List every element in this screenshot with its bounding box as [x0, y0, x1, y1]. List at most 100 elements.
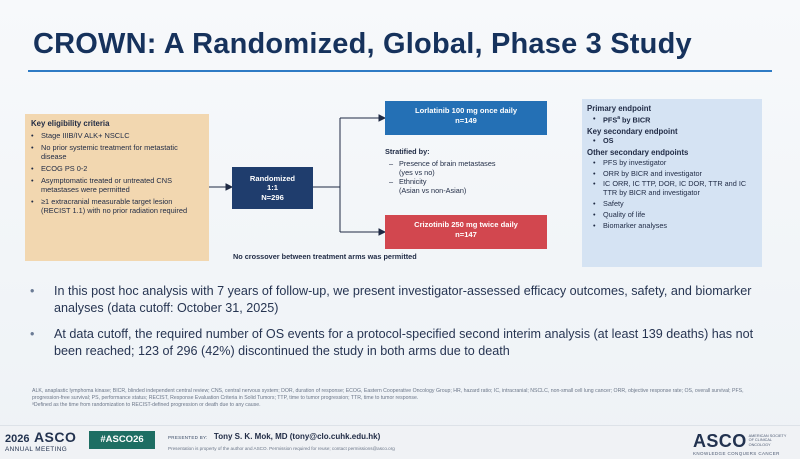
stratification-text: Presence of brain metastases (yes vs no): [399, 158, 496, 178]
primary-endpoint-text: PFSa by BICR: [603, 115, 650, 125]
primary-endpoint-name: PFS: [603, 114, 618, 124]
hashtag-badge: #ASCO26: [89, 431, 155, 449]
meeting-subtitle: ANNUAL MEETING: [5, 446, 68, 453]
bullet-marker: •: [31, 130, 34, 140]
secondary-endpoint-item: • Safety: [587, 199, 757, 209]
secondary-endpoint-item: • ORR by BICR and investigator: [587, 168, 757, 179]
eligibility-criteria-box: Key eligibility criteria • Stage IIIB/IV…: [25, 114, 209, 261]
eligibility-criterion: • Stage IIIB/IV ALK+ NSCLC: [31, 131, 203, 140]
secondary-endpoint-item: • Biomarker analyses: [587, 221, 757, 231]
meeting-name: ASCO: [33, 429, 77, 445]
eligibility-criterion: • ≥1 extracranial measurable target lesi…: [31, 197, 203, 215]
abbreviations-footnote: ALK, anaplastic lymphoma kinase; BICR, b…: [32, 388, 744, 402]
arm-name: Crizotinib 250 mg twice daily: [414, 220, 518, 229]
stratification-item: – Presence of brain metastases (yes vs n…: [385, 158, 560, 178]
bullet-marker: •: [593, 168, 596, 178]
slide-title: CROWN: A Randomized, Global, Phase 3 Stu…: [33, 28, 692, 60]
bullet-marker: •: [593, 157, 596, 167]
key-secondary-item: • OS: [587, 136, 757, 146]
key-secondary-text: OS: [603, 136, 614, 146]
endpoint-text: ORR by BICR and investigator: [603, 168, 702, 178]
randomized-label: Randomized: [249, 174, 296, 183]
randomized-box: Randomized 1:1 N=296: [232, 167, 313, 209]
endpoint-text: Quality of life: [603, 210, 646, 220]
endpoint-text: IC ORR, IC TTP, DOR, IC DOR, TTR and IC …: [603, 179, 747, 198]
definition-footnote: ᵃDefined as the time from randomization …: [32, 402, 261, 409]
bullet-marker: •: [593, 179, 596, 189]
arrowhead-crizotinib: [378, 228, 387, 236]
stratification-main: Ethnicity: [399, 176, 427, 186]
title-divider: [28, 70, 772, 72]
primary-endpoint-method: by BICR: [619, 114, 651, 124]
endpoint-text: Safety: [603, 199, 624, 209]
society-full-name: AMERICAN SOCIETY OF CLINICAL ONCOLOGY: [748, 434, 787, 447]
footnotes: ALK, anaplastic lymphoma kinase; BICR, b…: [32, 388, 772, 409]
stratification-factors: Stratified by: – Presence of brain metas…: [385, 147, 560, 196]
bullet-marker: •: [593, 199, 596, 209]
meeting-logo: 2026 ASCO ANNUAL MEETING: [5, 430, 76, 453]
bullet-marker: •: [30, 284, 35, 298]
presenter-line: PRESENTED BY: Tony S. K. Mok, MD (tony@c…: [168, 432, 380, 441]
arm-lorlatinib: Lorlatinib 100 mg once daily n=149: [385, 101, 547, 135]
summary-bullet-text: At data cutoff, the required number of O…: [54, 327, 754, 358]
bullet-marker: •: [593, 136, 596, 146]
total-enrolled: N=296: [261, 192, 284, 202]
stratified-heading: Stratified by:: [385, 147, 430, 156]
meeting-year: 2026: [5, 433, 30, 445]
bullet-marker: •: [31, 175, 34, 185]
arm-crizotinib: Crizotinib 250 mg twice daily n=147: [385, 215, 547, 249]
eligibility-criterion: • No prior systemic treatment for metast…: [31, 143, 203, 161]
arm-n: n=149: [455, 116, 477, 126]
bullet-marker: •: [593, 221, 596, 231]
bullet-marker: –: [389, 176, 394, 186]
eligibility-criterion: • ECOG PS 0-2: [31, 164, 203, 173]
endpoint-text: Biomarker analyses: [603, 221, 668, 231]
bullet-marker: –: [389, 158, 394, 168]
arrowhead-randomized: [225, 183, 234, 191]
society-name: ASCO: [693, 431, 747, 451]
summary-bullet-text: In this post hoc analysis with 7 years o…: [54, 284, 752, 315]
bullet-marker: •: [31, 196, 34, 206]
property-note: Presentation is property of the author a…: [168, 446, 395, 451]
secondary-endpoint-item: • IC ORR, IC TTP, DOR, IC DOR, TTR and I…: [587, 180, 757, 198]
secondary-endpoint-item: • Quality of life: [587, 210, 757, 220]
summary-bullet: • In this post hoc analysis with 7 years…: [30, 283, 775, 317]
summary-bullets: • In this post hoc analysis with 7 years…: [30, 283, 775, 369]
arm-name: Lorlatinib 100 mg once daily: [414, 106, 518, 115]
other-secondary-heading: Other secondary endpoints: [587, 148, 689, 158]
criterion-text: ECOG PS 0-2: [41, 163, 88, 173]
stratification-main: Presence of brain metastases: [399, 158, 496, 168]
arm-n: n=147: [455, 230, 477, 240]
stratification-sub: (Asian vs non-Asian): [399, 185, 467, 195]
bullet-marker: •: [593, 113, 596, 123]
no-crossover-note: No crossover between treatment arms was …: [233, 252, 417, 261]
stratification-sub: (yes vs no): [399, 167, 435, 177]
criterion-text: Asymptomatic treated or untreated CNS me…: [41, 175, 173, 194]
eligibility-criterion: • Asymptomatic treated or untreated CNS …: [31, 176, 203, 194]
arrowhead-lorlatinib: [378, 114, 387, 122]
key-secondary-heading: Key secondary endpoint: [587, 126, 678, 136]
secondary-endpoint-item: • PFS by investigator: [587, 157, 757, 168]
endpoint-text: PFS by investigator: [603, 157, 667, 167]
presented-by-label: PRESENTED BY:: [168, 435, 208, 440]
primary-endpoint-heading: Primary endpoint: [587, 104, 652, 113]
criterion-text: Stage IIIB/IV ALK+ NSCLC: [41, 130, 130, 140]
stratification-text: Ethnicity (Asian vs non-Asian): [399, 176, 467, 196]
bullet-marker: •: [593, 210, 596, 220]
presenter-name: Tony S. K. Mok, MD (tony@clo.cuhk.edu.hk…: [213, 432, 381, 441]
criterion-text: ≥1 extracranial measurable target lesion…: [41, 196, 188, 215]
society-tagline: KNOWLEDGE CONQUERS CANCER: [693, 451, 780, 456]
randomization-ratio: 1:1: [267, 183, 278, 193]
bullet-marker: •: [30, 327, 35, 341]
summary-bullet: • At data cutoff, the required number of…: [30, 326, 775, 360]
society-logo: ASCO AMERICAN SOCIETY OF CLINICAL ONCOLOG…: [693, 431, 787, 456]
primary-endpoint-item: • PFSa by BICR: [587, 113, 757, 125]
bullet-marker: •: [31, 163, 34, 173]
eligibility-heading: Key eligibility criteria: [31, 119, 110, 128]
footnote-marker: a: [617, 114, 620, 121]
stratification-item: – Ethnicity (Asian vs non-Asian): [385, 176, 560, 196]
endpoints-box: Primary endpoint • PFSa by BICR Key seco…: [582, 99, 762, 267]
criterion-text: No prior systemic treatment for metastat…: [41, 142, 178, 161]
